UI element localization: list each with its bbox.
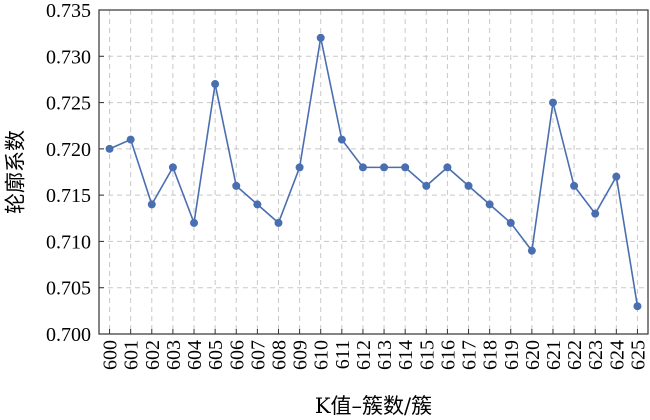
data-point — [358, 163, 367, 172]
data-point — [126, 135, 135, 144]
data-point — [527, 246, 536, 255]
x-axis-title: K值–簇数/簇 — [315, 394, 432, 418]
x-axis-tick-labels: 600 601 602 603 604 605 606 607 608 609 610 611 612 6… — [100, 340, 650, 370]
x-tick-label: 601 — [121, 340, 143, 370]
x-tick-label: 604 — [184, 340, 206, 370]
data-point — [401, 163, 410, 172]
data-point — [147, 200, 156, 209]
y-tick-label: 0.735 — [46, 0, 91, 22]
x-tick-label: 625 — [627, 340, 649, 370]
data-point — [506, 218, 515, 227]
data-point — [612, 172, 621, 181]
data-point — [274, 218, 283, 227]
data-point — [548, 98, 557, 107]
data-point — [464, 181, 473, 190]
x-tick-label: 609 — [290, 340, 312, 370]
x-tick-label: 600 — [100, 340, 122, 370]
x-tick-label: 619 — [501, 340, 523, 370]
x-tick-label: 616 — [437, 340, 459, 370]
data-point — [633, 302, 642, 311]
x-tick-label: 608 — [268, 340, 290, 370]
x-tick-label: 602 — [142, 340, 164, 370]
x-tick-label: 624 — [606, 340, 628, 370]
data-point — [316, 33, 325, 42]
x-tick-label: 621 — [543, 340, 565, 370]
data-point — [337, 135, 346, 144]
x-tick-label: 603 — [163, 340, 185, 370]
x-tick-label: 612 — [353, 340, 375, 370]
x-tick-label: 607 — [247, 340, 269, 370]
data-point — [105, 144, 114, 153]
x-tick-label: 618 — [480, 340, 502, 370]
data-point — [211, 80, 220, 89]
x-tick-label: 614 — [395, 340, 417, 370]
y-tick-label: 0.730 — [46, 46, 91, 68]
grid — [99, 10, 648, 334]
y-tick-label: 0.720 — [46, 139, 91, 161]
x-tick-label: 617 — [459, 340, 481, 370]
data-points — [105, 33, 642, 311]
x-tick-label: 620 — [522, 340, 544, 370]
x-tick-label: 610 — [311, 340, 333, 370]
x-tick-label: 606 — [226, 340, 248, 370]
data-point — [232, 181, 241, 190]
x-tick-label: 611 — [332, 340, 354, 369]
y-tick-label: 0.725 — [46, 93, 91, 115]
x-tick-label: 605 — [205, 340, 227, 370]
data-point — [591, 209, 600, 218]
axis-ticks — [99, 9, 638, 335]
data-point — [570, 181, 579, 190]
x-tick-label: 622 — [564, 340, 586, 370]
x-tick-label: 613 — [374, 340, 396, 370]
data-point — [168, 163, 177, 172]
series-line — [109, 37, 639, 307]
x-tick-label: 615 — [416, 340, 438, 370]
plot-area-frame — [98, 9, 649, 335]
x-tick-label: 623 — [585, 340, 607, 370]
data-point — [190, 218, 199, 227]
y-axis-tick-labels: 0.700 0.705 0.710 0.715 0.720 0.725 0.730 0.735 — [46, 0, 91, 346]
data-point — [485, 200, 494, 209]
y-tick-label: 0.710 — [46, 231, 91, 253]
y-tick-label: 0.705 — [46, 278, 91, 300]
data-point — [295, 163, 304, 172]
data-point — [422, 181, 431, 190]
y-tick-label: 0.700 — [46, 324, 91, 346]
data-point — [443, 163, 452, 172]
data-point — [380, 163, 389, 172]
data-point — [253, 200, 262, 209]
y-tick-label: 0.715 — [46, 185, 91, 207]
y-axis-title: 轮廓系数 — [4, 130, 28, 214]
